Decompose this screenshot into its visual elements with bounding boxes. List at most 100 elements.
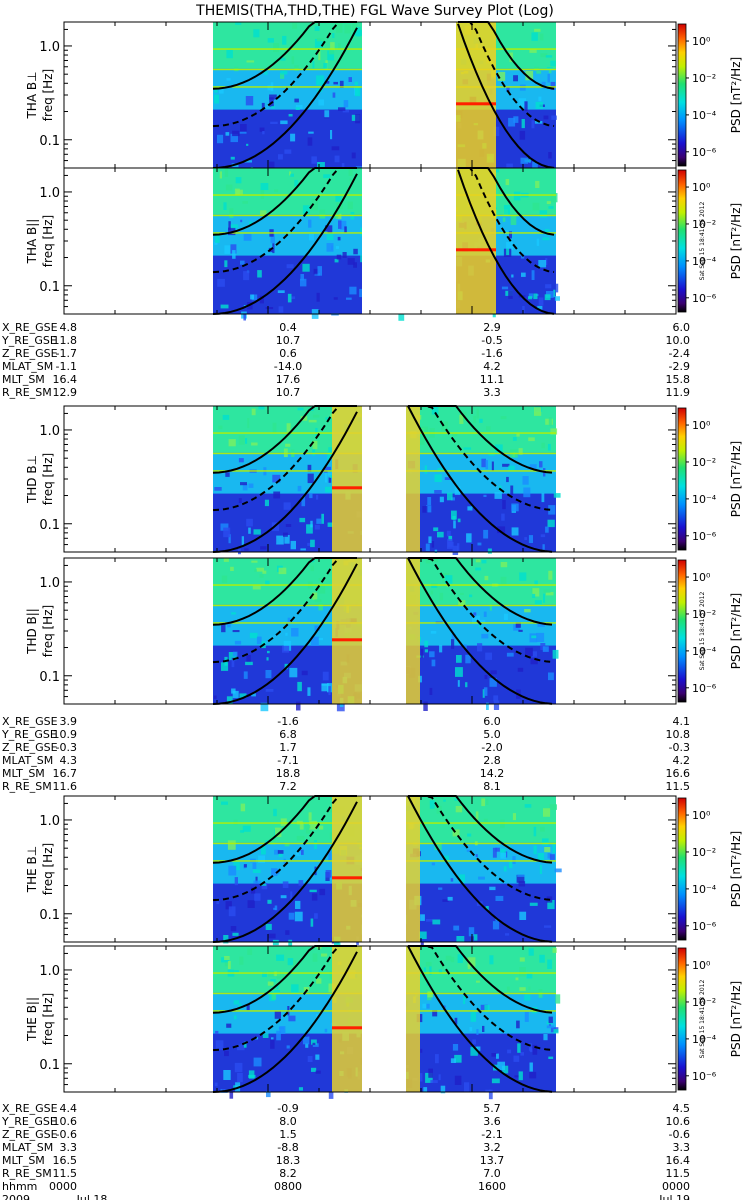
ephemeris-row-name: MLT_SM: [2, 767, 45, 780]
date-row-year: 2009: [2, 1193, 30, 1200]
colorbar-label: PSD [nT²/Hz]: [729, 593, 743, 669]
ephemeris-value: 4.3: [60, 754, 78, 767]
ephemeris-value: 11.6: [53, 780, 78, 793]
colorbar-tick-label: 10⁻²: [692, 996, 716, 1009]
ephemeris-value: 3.3: [60, 1141, 78, 1154]
ephemeris-value: 10.8: [666, 728, 691, 741]
colorbar-tick-label: 10⁻⁶: [692, 682, 717, 695]
ephemeris-row-name: Y_RE_GSE: [1, 728, 57, 741]
y-tick-label: 0.1: [39, 518, 60, 533]
ephemeris-value: 0800: [274, 1180, 302, 1193]
y-tick-label: 0.1: [39, 670, 60, 685]
ephemeris-value: 4.2: [673, 754, 691, 767]
ephemeris-value: 3.6: [483, 1115, 501, 1128]
ephemeris-row-name: R_RE_SM: [2, 386, 52, 399]
colorbar-tick-label: 10⁻⁴: [692, 493, 717, 506]
ephemeris-value: 6.8: [279, 728, 297, 741]
y-tick-label: 0.1: [39, 280, 60, 295]
ephemeris-value: 10.6: [666, 1115, 691, 1128]
ephemeris-value: 0000: [49, 1180, 77, 1193]
ephemeris-value: -0.3: [669, 741, 690, 754]
spectrogram-data: [213, 796, 562, 949]
y-axis-label: freq [Hz]: [41, 605, 55, 657]
ephemeris-value: -1.6: [481, 347, 502, 360]
ephemeris-value: -2.0: [481, 741, 502, 754]
colorbar-tick-label: 10⁰: [692, 959, 711, 972]
ephemeris-value: 10.6: [53, 1115, 78, 1128]
spectrogram-panel: 1.0 0.1 THE B⊥ freq [Hz] 10⁰ 10⁻² 10⁻⁴ 10⁻⁶ PSD …: [25, 795, 743, 949]
ephemeris-row-name: MLAT_SM: [2, 1141, 53, 1154]
ephemeris-value: 4.4: [60, 1102, 78, 1115]
ephemeris-value: 1600: [478, 1180, 506, 1193]
y-tick-label: 1.0: [39, 186, 60, 201]
ephemeris-value: -2.1: [481, 1128, 502, 1141]
ephemeris-value: 7.2: [279, 780, 297, 793]
y-axis-label: freq [Hz]: [41, 215, 55, 267]
ephemeris-row-name: Z_RE_GSE: [2, 1128, 58, 1141]
ephemeris-value: 12.9: [53, 386, 78, 399]
colorbar-tick-label: 10⁻⁴: [692, 255, 717, 268]
panel-label: THA B||: [25, 219, 39, 265]
y-tick-label: 1.0: [39, 40, 60, 55]
spectrogram-panel: 1.0 0.1 THA B|| freq [Hz] 10⁰ 10⁻² 10⁻⁴ 10⁻⁶ PSD…: [25, 167, 743, 321]
panel-label: THE B||: [25, 997, 39, 1042]
colorbar-tick-label: 10⁰: [692, 35, 711, 48]
ephemeris-value: 2.8: [483, 754, 501, 767]
ephemeris-row-name: hhmm: [2, 1180, 37, 1193]
ephemeris-value: 16.7: [53, 767, 78, 780]
colorbar-label: PSD [nT²/Hz]: [729, 831, 743, 907]
panel-label: THA B⊥: [25, 71, 39, 119]
ephemeris-row-name: Y_RE_GSE: [1, 1115, 57, 1128]
panel-label: THD B⊥: [25, 455, 39, 504]
y-axis-label: freq [Hz]: [41, 69, 55, 121]
ephemeris-value: 11.1: [480, 373, 505, 386]
y-axis-label: freq [Hz]: [41, 453, 55, 505]
ephemeris-value: 4.2: [483, 360, 501, 373]
spectrogram-data: [213, 946, 561, 1100]
colorbar-tick-label: 10⁻⁴: [692, 109, 717, 122]
figure-title: THEMIS(THA,THD,THE) FGL Wave Survey Plot…: [195, 3, 554, 19]
colorbar-tick-label: 10⁻⁶: [692, 292, 717, 305]
y-tick-label: 1.0: [39, 576, 60, 591]
ephemeris-value: -1.7: [56, 347, 77, 360]
colorbar-tick-label: 10⁰: [692, 181, 711, 194]
ephemeris-value: 11.5: [666, 1167, 691, 1180]
ephemeris-value: -0.6: [669, 1128, 690, 1141]
ephemeris-value: 16.6: [666, 767, 691, 780]
ephemeris-value: 11.5: [666, 780, 691, 793]
ephemeris-value: 13.7: [480, 1154, 505, 1167]
colorbar-tick-label: 10⁰: [692, 571, 711, 584]
ephemeris-value: -1.6: [277, 715, 298, 728]
date-label: Jul 18: [76, 1193, 108, 1200]
colorbar-tick-label: 10⁻⁴: [692, 883, 717, 896]
colorbar-label: PSD [nT²/Hz]: [729, 203, 743, 279]
timestamp: Sat Sep 15 18:41:38 2012: [699, 980, 706, 1059]
spectrogram-data: [213, 22, 557, 177]
ephemeris-value: 4.8: [60, 321, 78, 334]
y-tick-label: 1.0: [39, 964, 60, 979]
ephemeris-value: 1.5: [279, 1128, 297, 1141]
ephemeris-value: -0.6: [56, 1128, 77, 1141]
ephemeris-value: 4.5: [673, 1102, 691, 1115]
colorbar-tick-label: 10⁻²: [692, 218, 716, 231]
ephemeris-row-name: R_RE_SM: [2, 1167, 52, 1180]
y-tick-label: 1.0: [39, 814, 60, 829]
ephemeris-value: 4.1: [673, 715, 691, 728]
colorbar-label: PSD [nT²/Hz]: [729, 441, 743, 517]
ephemeris-value: 14.2: [480, 767, 505, 780]
colorbar-tick-label: 10⁻⁴: [692, 1033, 717, 1046]
colorbar-tick-label: 10⁻²: [692, 72, 716, 85]
colorbar: 10⁰ 10⁻² 10⁻⁴ 10⁻⁶ PSD [nT²/Hz]: [677, 23, 743, 167]
y-tick-label: 0.1: [39, 134, 60, 149]
colorbar-tick-label: 10⁻²: [692, 846, 716, 859]
ephemeris-value: 6.0: [483, 715, 501, 728]
ephemeris-value: 6.0: [673, 321, 691, 334]
ephemeris-value: -0.9: [277, 1102, 298, 1115]
timestamp: Sat Sep 15 18:41:36 2012: [699, 202, 706, 281]
ephemeris-value: 8.2: [279, 1167, 297, 1180]
ephemeris-value: 7.0: [483, 1167, 501, 1180]
ephemeris-value: 18.8: [276, 767, 301, 780]
colorbar-tick-label: 10⁻⁶: [692, 530, 717, 543]
